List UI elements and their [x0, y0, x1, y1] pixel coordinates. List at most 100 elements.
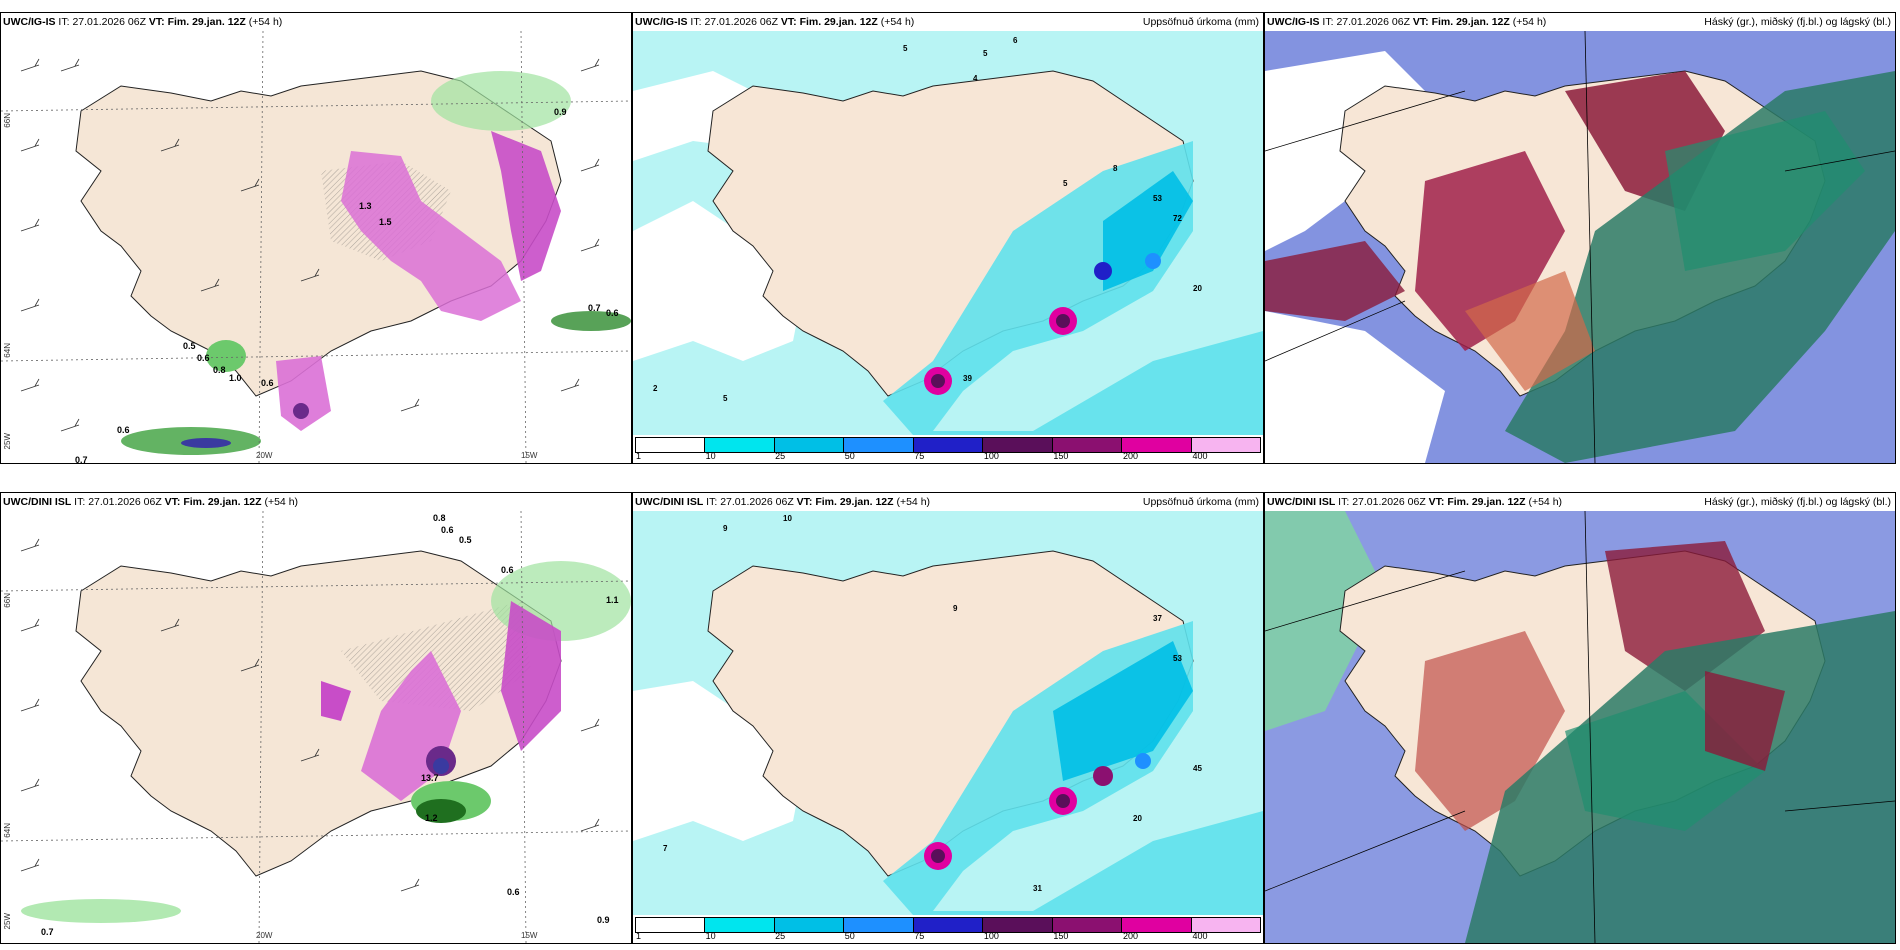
colorbar-swatch — [913, 438, 984, 452]
colorbar-tick: 10 — [705, 451, 716, 461]
svg-text:6: 6 — [1013, 36, 1018, 45]
wind-panel-igis: UWC/IG-IS IT: 27.01.2026 06Z VT: Fim. 29… — [0, 12, 632, 464]
colorbar-swatch — [913, 918, 984, 932]
colorbar-swatch — [1122, 918, 1192, 932]
svg-text:0.6: 0.6 — [441, 525, 454, 535]
svg-text:20: 20 — [1133, 814, 1142, 823]
svg-text:5: 5 — [903, 44, 908, 53]
colorbar-swatch — [844, 438, 914, 452]
map-area[interactable] — [1265, 31, 1895, 463]
lat-label: 25W — [3, 913, 12, 930]
colorbar-tick: 100 — [983, 931, 999, 941]
field-label: Uppsöfnuð úrkoma (mm) — [1142, 496, 1259, 508]
model-name: UWC/IG-IS — [1267, 16, 1320, 28]
colorbar-tick: 1 — [636, 931, 642, 941]
svg-text:72: 72 — [1173, 214, 1182, 223]
svg-text:53: 53 — [1173, 654, 1182, 663]
model-name: UWC/IG-IS — [3, 16, 56, 28]
model-name: UWC/IG-IS — [635, 16, 688, 28]
colorbar-swatch — [636, 918, 706, 932]
cloud-panel-dini: UWC/DINI ISL IT: 27.01.2026 06Z VT: Fim.… — [1264, 492, 1896, 944]
colorbar-tick: 150 — [1053, 931, 1069, 941]
model-name: UWC/DINI ISL — [635, 496, 704, 508]
svg-text:9: 9 — [953, 604, 958, 613]
wind-panel-dini: UWC/DINI ISL IT: 27.01.2026 06Z VT: Fim.… — [0, 492, 632, 944]
svg-text:53: 53 — [1153, 194, 1162, 203]
model-name: UWC/DINI ISL — [3, 496, 72, 508]
lat-label: 64N — [3, 343, 12, 358]
colorbar: 1 10 25 50 75 100 150 200 400 — [633, 915, 1263, 943]
svg-text:0.7: 0.7 — [75, 455, 88, 463]
colorbar-swatch — [983, 918, 1053, 932]
colorbar-swatch — [705, 438, 775, 452]
lon-label: 15W — [521, 451, 538, 460]
colorbar-swatch — [774, 438, 845, 452]
lat-label: 66N — [3, 113, 12, 128]
colorbar-tick: 25 — [775, 451, 786, 461]
field-label: Háský (gr.), miðský (fj.bl.) og lágský (… — [1704, 16, 1891, 28]
colorbar-swatch — [1191, 918, 1260, 932]
panel-header: UWC/IG-IS IT: 27.01.2026 06Z VT: Fim. 29… — [1, 13, 631, 31]
colorbar: 1 10 25 50 75 100 150 200 400 — [633, 435, 1263, 463]
panel-header: UWC/DINI ISL IT: 27.01.2026 06Z VT: Fim.… — [1265, 493, 1895, 511]
lon-label: 20W — [256, 451, 273, 460]
colorbar-swatch — [1052, 918, 1123, 932]
colorbar-swatch — [844, 918, 914, 932]
svg-text:10: 10 — [783, 514, 792, 523]
panel-header: UWC/IG-IS IT: 27.01.2026 06Z VT: Fim. 29… — [633, 13, 1263, 31]
svg-text:5: 5 — [1063, 179, 1068, 188]
svg-text:0.6: 0.6 — [501, 565, 514, 575]
cloud-panel-igis: UWC/IG-IS IT: 27.01.2026 06Z VT: Fim. 29… — [1264, 12, 1896, 464]
svg-text:0.9: 0.9 — [554, 107, 567, 117]
lat-label: 66N — [3, 593, 12, 608]
precip-panel-igis: UWC/IG-IS IT: 27.01.2026 06Z VT: Fim. 29… — [632, 12, 1264, 464]
precip-panel-dini: UWC/DINI ISL IT: 27.01.2026 06Z VT: Fim.… — [632, 492, 1264, 944]
map-area[interactable]: 0.8 0.6 0.5 0.6 1.1 1.2 0.6 13.7 0.9 0.7 — [1, 511, 631, 943]
svg-text:7: 7 — [663, 844, 668, 853]
svg-text:1.1: 1.1 — [606, 595, 619, 605]
field-label: Háský (gr.), miðský (fj.bl.) og lágský (… — [1704, 496, 1891, 508]
colorbar-swatch — [636, 438, 706, 452]
svg-text:0.8: 0.8 — [213, 365, 226, 375]
svg-text:1.0: 1.0 — [229, 373, 242, 383]
svg-text:0.7: 0.7 — [588, 303, 601, 313]
svg-text:5: 5 — [723, 394, 728, 403]
colorbar-swatch — [1052, 438, 1123, 452]
svg-text:20: 20 — [1193, 284, 1202, 293]
colorbar-tick: 200 — [1122, 451, 1138, 461]
svg-text:0.5: 0.5 — [459, 535, 472, 545]
svg-text:1.5: 1.5 — [379, 217, 392, 227]
colorbar-swatch — [705, 918, 775, 932]
colorbar-tick: 10 — [705, 931, 716, 941]
lat-label: 64N — [3, 823, 12, 838]
svg-text:31: 31 — [1033, 884, 1042, 893]
colorbar-tick: 150 — [1053, 451, 1069, 461]
panel-header: UWC/IG-IS IT: 27.01.2026 06Z VT: Fim. 29… — [1265, 13, 1895, 31]
svg-text:9: 9 — [723, 524, 728, 533]
colorbar-swatch — [1191, 438, 1260, 452]
panel-header: UWC/DINI ISL IT: 27.01.2026 06Z VT: Fim.… — [633, 493, 1263, 511]
colorbar-tick: 50 — [844, 451, 855, 461]
svg-text:2: 2 — [653, 384, 658, 393]
svg-text:8: 8 — [1113, 164, 1118, 173]
model-name: UWC/DINI ISL — [1267, 496, 1336, 508]
colorbar-tick: 400 — [1192, 451, 1208, 461]
svg-text:0.6: 0.6 — [197, 353, 210, 363]
lon-label: 15W — [521, 931, 538, 940]
svg-text:0.6: 0.6 — [606, 308, 619, 318]
colorbar-tick: 75 — [914, 931, 925, 941]
svg-text:0.6: 0.6 — [507, 887, 520, 897]
map-area[interactable]: 0.9 0.7 0.6 0.5 0.6 0.8 1.0 0.6 0.6 0.7 … — [1, 31, 631, 463]
svg-text:39: 39 — [963, 374, 972, 383]
svg-text:37: 37 — [1153, 614, 1162, 623]
colorbar-tick: 75 — [914, 451, 925, 461]
map-area[interactable]: 5 5 6 4 8 5 53 72 39 20 13 2 5 — [633, 31, 1263, 435]
map-area[interactable] — [1265, 511, 1895, 943]
svg-text:0.6: 0.6 — [117, 425, 130, 435]
svg-text:45: 45 — [1193, 764, 1202, 773]
map-area[interactable]: 9 10 9 37 53 45 20 31 7 — [633, 511, 1263, 915]
svg-text:0.5: 0.5 — [183, 341, 196, 351]
svg-text:1.2: 1.2 — [425, 813, 438, 823]
colorbar-tick: 400 — [1192, 931, 1208, 941]
svg-text:0.8: 0.8 — [433, 513, 446, 523]
